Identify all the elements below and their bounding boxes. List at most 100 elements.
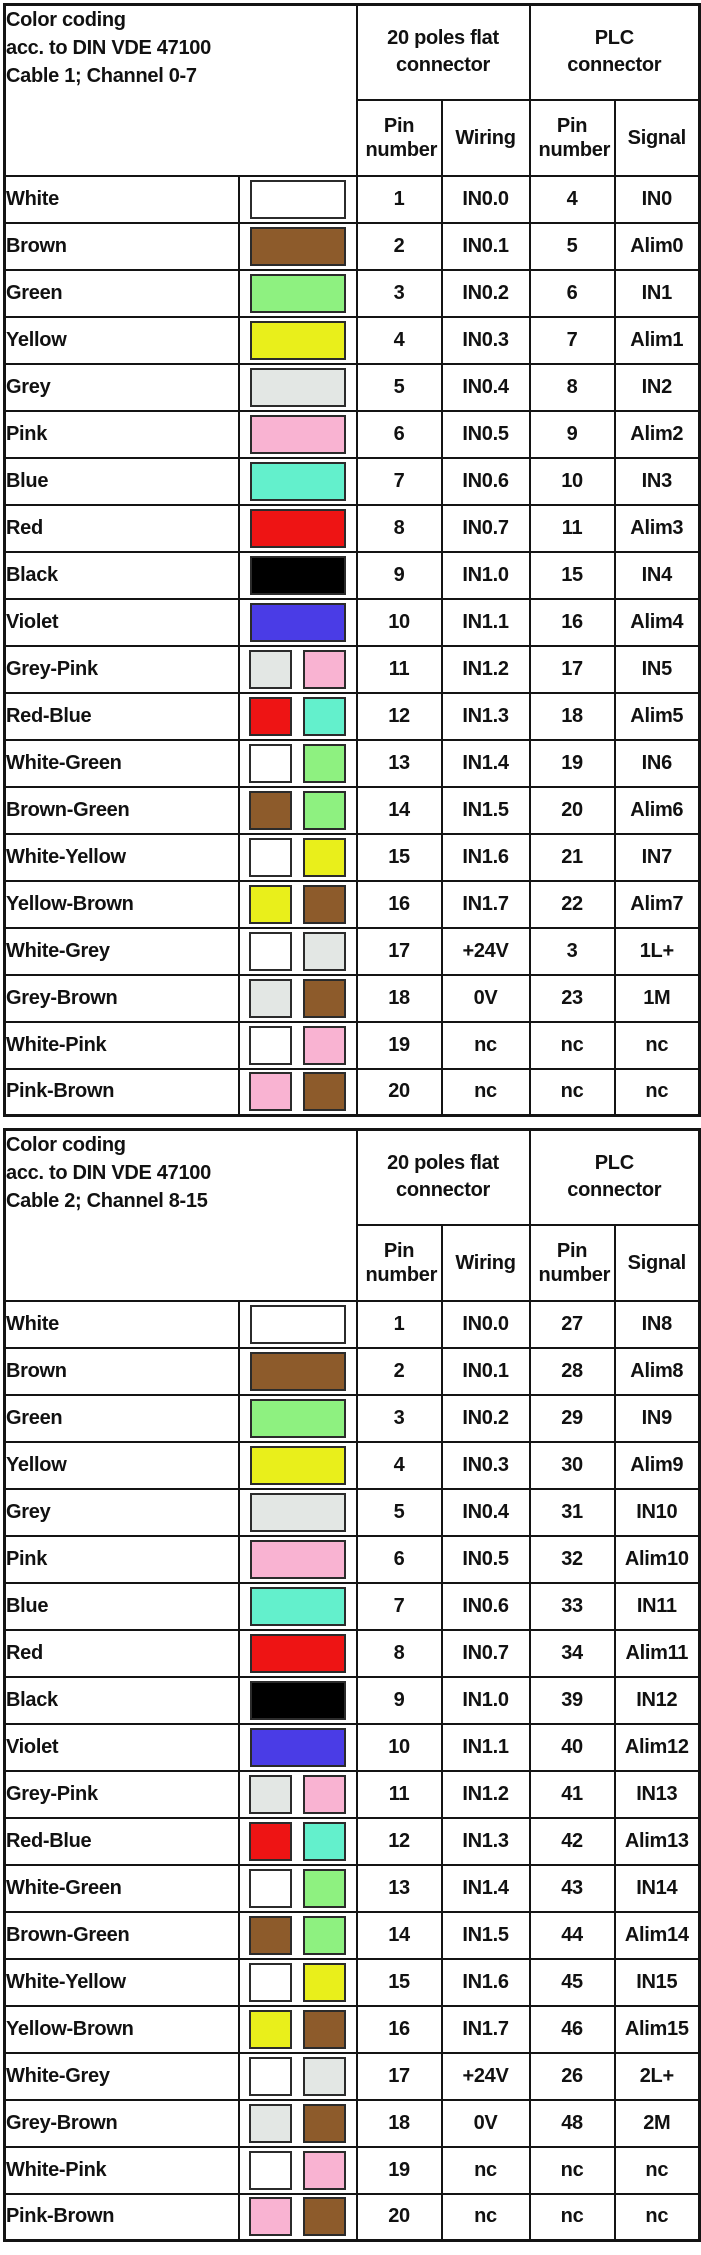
brown-swatch — [249, 790, 292, 830]
signal-value: IN2 — [613, 362, 701, 412]
table-body: White 1 IN0.0 27 IN8 Brown 2 IN0.1 28 Al… — [3, 1299, 701, 2242]
signal-value: IN13 — [613, 1769, 701, 1819]
brown-swatch — [303, 2197, 346, 2237]
swatch-cell — [237, 879, 358, 929]
swatch-cell — [237, 738, 358, 788]
table-row: Yellow 4 IN0.3 30 Alim9 — [3, 1440, 701, 1490]
pin-number-flat-value: 18 — [355, 973, 443, 1023]
swatch-group — [240, 1351, 356, 1391]
signal-value: Alim3 — [613, 503, 701, 553]
pin-number-plc-value: 31 — [528, 1487, 616, 1537]
brown-swatch — [303, 978, 346, 1018]
pin-number-plc-value: 46 — [528, 2004, 616, 2054]
swatch-group — [240, 1586, 356, 1626]
wiring-value: IN1.7 — [440, 2004, 531, 2054]
table-row: Yellow-Brown 16 IN1.7 46 Alim15 — [3, 2004, 701, 2054]
color-name: Blue — [3, 456, 240, 506]
signal-value: 1L+ — [613, 926, 701, 976]
header-group-row: Color coding acc. to DIN VDE 47100 Cable 1… — [3, 3, 701, 177]
pin-number-plc-value: 21 — [528, 832, 616, 882]
table-row: Pink-Brown 20 nc nc nc — [3, 1067, 701, 1117]
pink-swatch — [303, 1025, 346, 1065]
swatch-group — [240, 555, 356, 595]
swatch-group — [240, 1445, 356, 1485]
pin-number-plc-value: 5 — [528, 221, 616, 271]
color-name: Green — [3, 1393, 240, 1443]
table-title-line: acc. to DIN VDE 47100 — [6, 37, 211, 59]
pin-number-plc-value: 43 — [528, 1863, 616, 1913]
pin-number-flat-value: 2 — [355, 221, 443, 271]
swatch-group — [240, 1962, 356, 2002]
table-row: Grey 5 IN0.4 8 IN2 — [3, 362, 701, 412]
signal-value: Alim13 — [613, 1816, 701, 1866]
swatch-group — [240, 1680, 356, 1720]
grey-swatch — [303, 931, 346, 971]
swatch-group — [240, 1727, 356, 1767]
table-row: White-Grey 17 +24V 26 2L+ — [3, 2051, 701, 2101]
pin-number-flat-value: 12 — [355, 1816, 443, 1866]
swatch-group — [240, 743, 356, 783]
white-swatch — [249, 1304, 346, 1344]
wiring-value: IN0.1 — [440, 221, 531, 271]
black-swatch — [249, 1680, 346, 1720]
swatch-group — [240, 837, 356, 877]
pin-number-plc-value: nc — [528, 2192, 616, 2242]
swatch-group — [240, 931, 356, 971]
swatch-cell — [237, 832, 358, 882]
pin-number-flat-value: 19 — [355, 1020, 443, 1070]
red-swatch — [249, 696, 292, 736]
table-row: White-Pink 19 nc nc nc — [3, 2145, 701, 2195]
signal-value: nc — [613, 1067, 701, 1117]
swatch-cell — [237, 2051, 358, 2101]
table-row: Green 3 IN0.2 29 IN9 — [3, 1393, 701, 1443]
color-name: Yellow — [3, 315, 240, 365]
color-name: Yellow — [3, 1440, 240, 1490]
swatch-cell — [237, 926, 358, 976]
swatch-group — [240, 1072, 356, 1112]
wiring-value: IN0.7 — [440, 503, 531, 553]
color-name: Grey-Brown — [3, 973, 240, 1023]
wiring-value: IN1.3 — [440, 1816, 531, 1866]
swatch-cell — [237, 1957, 358, 2007]
color-name: White — [3, 174, 240, 224]
grey-swatch — [249, 367, 346, 407]
pin-number-flat-value: 16 — [355, 2004, 443, 2054]
swatch-cell — [237, 550, 358, 600]
green-swatch — [303, 790, 346, 830]
pin-number-plc-value: 48 — [528, 2098, 616, 2148]
pin-number-flat-value: 10 — [355, 597, 443, 647]
swatch-group — [240, 273, 356, 313]
blue-swatch — [249, 1586, 346, 1626]
pin-number-plc-value: 6 — [528, 268, 616, 318]
red-swatch — [249, 508, 346, 548]
pin-number-plc-value: 15 — [528, 550, 616, 600]
color-name: Black — [3, 550, 240, 600]
black-swatch — [249, 555, 346, 595]
white-swatch — [249, 743, 292, 783]
grey-swatch — [249, 1492, 346, 1532]
wiring-value: nc — [440, 1067, 531, 1117]
sub-header-wiring: Wiring — [440, 1223, 531, 1302]
table-row: Brown 2 IN0.1 28 Alim8 — [3, 1346, 701, 1396]
pin-number-flat-value: 5 — [355, 1487, 443, 1537]
pin-number-flat-value: 9 — [355, 550, 443, 600]
group-header-line: PLC — [594, 1152, 634, 1175]
color-name: Brown-Green — [3, 1910, 240, 1960]
pin-number-flat-value: 9 — [355, 1675, 443, 1725]
grey-swatch — [303, 2056, 346, 2096]
color-name: Pink — [3, 1534, 240, 1584]
header-sub-row: Pin number Wiring Pin number Signal — [5, 98, 701, 177]
pin-number-plc-value: nc — [528, 2145, 616, 2195]
pin-number-flat-value: 17 — [355, 2051, 443, 2101]
color-name: Pink-Brown — [3, 2192, 240, 2242]
color-name: Yellow-Brown — [3, 2004, 240, 2054]
blue-swatch — [303, 1821, 346, 1861]
yellow-swatch — [249, 1445, 346, 1485]
table-row: Black 9 IN1.0 39 IN12 — [3, 1675, 701, 1725]
white-swatch — [249, 1025, 292, 1065]
green-swatch — [249, 1398, 346, 1438]
signal-value: Alim14 — [613, 1910, 701, 1960]
brown-swatch — [303, 2009, 346, 2049]
wiring-value: IN0.2 — [440, 1393, 531, 1443]
group-header-plc-connector: PLC connector — [528, 1128, 701, 1226]
